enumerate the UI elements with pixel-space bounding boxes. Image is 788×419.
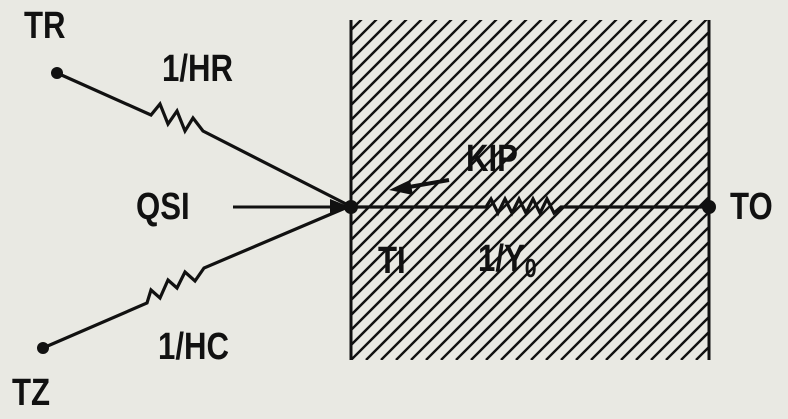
hatch-line [485, 135, 709, 360]
hatch-line [351, 20, 588, 257]
hatch-line [351, 20, 423, 92]
hatch-line [470, 120, 709, 360]
label-qsi: QSI [136, 186, 190, 228]
hatch-line [380, 30, 709, 360]
node-tr [51, 67, 63, 79]
resistor-hr [56, 71, 351, 208]
hatch-line [500, 150, 709, 360]
hatch-line [545, 195, 709, 360]
hatch-line [741, 0, 788, 360]
hatch-line [351, 20, 498, 167]
hatch-line [395, 45, 709, 360]
hatch-line [711, 0, 788, 360]
kip-arrow-line [408, 178, 450, 189]
hatch-line [351, 20, 513, 182]
hatch-line [635, 285, 709, 360]
hatch-line [590, 240, 709, 360]
label-tz: TZ [12, 372, 51, 414]
node-ti [344, 200, 358, 214]
hatch-line [351, 20, 453, 122]
label-y0-main: 1/Y [478, 238, 525, 280]
hatch-line [425, 75, 709, 360]
hatch-line [605, 255, 709, 360]
hatch-line [351, 20, 693, 360]
hatch-line [560, 210, 709, 360]
hatch-line [410, 60, 709, 360]
label-y0: 1/Y0 [478, 240, 537, 281]
hatch-line [351, 20, 633, 302]
hatch-line [351, 20, 408, 77]
label-y0-subscript: 0 [524, 253, 537, 283]
hatch-line [351, 20, 663, 332]
resistor-hc [42, 204, 351, 350]
hatch-line [351, 20, 483, 152]
hatch-line [440, 90, 709, 360]
hatch-line [515, 165, 709, 360]
hatch-line [351, 20, 648, 317]
hatch-line [351, 20, 558, 227]
qsi-arrowhead [330, 199, 350, 215]
hatch-line [530, 180, 709, 360]
hatch-line [351, 20, 528, 197]
hatch-line [665, 315, 709, 360]
resistor-y0 [351, 195, 709, 217]
label-ti: TI [378, 240, 406, 282]
hatch-line [575, 225, 709, 360]
hatch-line [726, 0, 788, 360]
label-tr: TR [24, 5, 66, 47]
label-hr: 1/HR [162, 48, 233, 90]
hatch-line [351, 20, 468, 137]
hatch-line [620, 270, 709, 360]
hatch-line [351, 20, 573, 242]
wall-hatching [351, 0, 788, 360]
kip-arrowhead [389, 180, 413, 195]
label-hc: 1/HC [158, 326, 229, 368]
hatch-line [351, 20, 438, 107]
node-to [702, 200, 716, 214]
hatch-line [351, 20, 678, 347]
hatch-line [351, 20, 543, 212]
node-tz [37, 342, 49, 354]
label-to: TO [730, 186, 773, 228]
hatch-line [351, 20, 618, 287]
hatch-line [455, 105, 709, 360]
label-kip: KIP [466, 138, 518, 180]
hatch-line [365, 20, 708, 360]
